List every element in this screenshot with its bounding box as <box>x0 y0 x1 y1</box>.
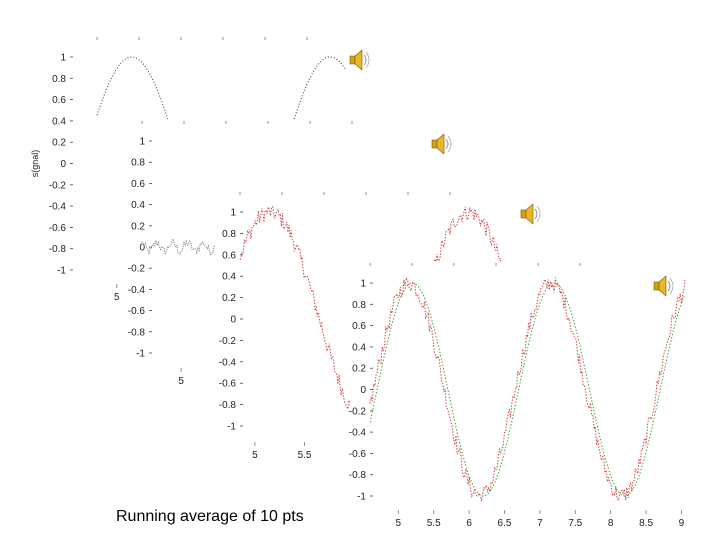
y-tick-label: -0.6 <box>128 306 146 317</box>
series-line-1 <box>141 238 215 257</box>
x-tick-label: 5.5 <box>427 518 441 529</box>
y-tick-label: -0.6 <box>349 449 367 460</box>
y-tick-label: 0 <box>360 385 366 396</box>
y-tick-label: 0.6 <box>52 95 66 106</box>
y-tick-label: -1 <box>357 492 366 503</box>
y-tick-label: 0.4 <box>52 116 66 127</box>
x-tick-label: 5 <box>396 518 402 529</box>
speaker-icon <box>349 49 370 71</box>
speaker-icon <box>653 275 674 297</box>
x-tick-label: 9 <box>679 518 685 529</box>
chart-panel-4: 1 0.8 0.6 0.4 0.2 0 -0.2 -0.4 -0.6 -0.8 -1 5 5.5 6 6.5… <box>349 261 705 540</box>
y-tick-label: 0 <box>139 243 145 254</box>
x-tick-label: 5.5 <box>298 450 312 461</box>
y-tick-label: 0.8 <box>52 74 66 85</box>
x-tick-label: 7.5 <box>568 518 582 529</box>
caption-text: Running average of 10 pts <box>116 508 304 525</box>
y-tick-label: -0.8 <box>49 244 67 255</box>
y-tick-label: -0.2 <box>349 406 367 417</box>
series-line-1 <box>239 205 524 430</box>
y-tick-label: -0.4 <box>128 285 146 296</box>
y-tick-label: -1 <box>136 349 145 360</box>
panel-background <box>350 261 705 540</box>
y-tick-label: -0.4 <box>349 428 367 439</box>
y-tick-label: -1 <box>227 422 236 433</box>
y-tick-label: 0.6 <box>222 250 236 261</box>
y-tick-label: 0.4 <box>352 342 366 353</box>
x-tick-label: 6 <box>466 518 472 529</box>
y-tick-label: 0 <box>230 315 236 326</box>
y-tick-label: 0.8 <box>352 300 366 311</box>
y-tick-label: 0.8 <box>222 229 236 240</box>
y-axis-label: s(gnal) <box>30 150 40 178</box>
x-tick-label: 8 <box>608 518 614 529</box>
y-tick-label: 0.6 <box>352 321 366 332</box>
x-tick-label: 5 <box>178 376 184 387</box>
y-tick-label: 0.4 <box>131 200 145 211</box>
y-tick-label: -0.6 <box>49 223 67 234</box>
y-tick-label: 0.8 <box>131 158 145 169</box>
speaker-icon <box>431 133 452 155</box>
y-tick-label: 0.2 <box>131 221 145 232</box>
y-tick-label: -0.8 <box>349 470 367 481</box>
y-tick-label: -1 <box>57 266 66 277</box>
y-tick-label: 1 <box>60 53 66 64</box>
x-tick-label: 8.5 <box>639 518 653 529</box>
y-tick-label: 0.2 <box>352 364 366 375</box>
x-tick-label: 5 <box>252 450 258 461</box>
y-tick-label: 1 <box>139 137 145 148</box>
y-tick-label: -0.8 <box>219 400 237 411</box>
y-tick-label: 0.6 <box>131 179 145 190</box>
x-tick-label: 6.5 <box>498 518 512 529</box>
y-tick-label: -0.2 <box>49 180 67 191</box>
x-tick-label: 7 <box>537 518 543 529</box>
y-tick-label: 1 <box>230 208 236 219</box>
y-tick-label: -0.4 <box>49 202 67 213</box>
y-tick-label: -0.8 <box>128 327 146 338</box>
y-tick-label: 0 <box>60 159 66 170</box>
y-tick-label: -0.2 <box>219 336 237 347</box>
y-tick-label: -0.6 <box>219 379 237 390</box>
y-tick-label: 1 <box>360 279 366 290</box>
x-tick-label: 5 <box>114 292 120 303</box>
y-tick-label: -0.2 <box>128 264 146 275</box>
y-tick-label: -0.4 <box>219 357 237 368</box>
y-tick-label: 0.4 <box>222 272 236 283</box>
y-tick-label: 0.2 <box>52 138 66 149</box>
speaker-icon <box>520 203 541 225</box>
y-tick-label: 0.2 <box>222 293 236 304</box>
